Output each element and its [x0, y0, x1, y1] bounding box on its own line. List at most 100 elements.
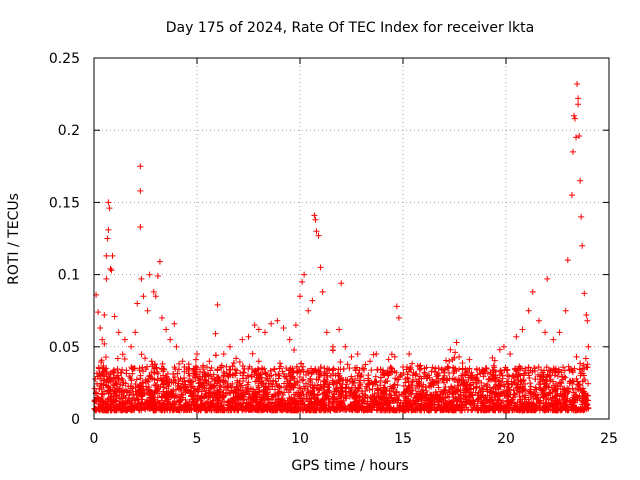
data-point [210, 383, 217, 390]
data-point [473, 384, 480, 391]
data-point [329, 343, 336, 350]
data-point [447, 346, 454, 353]
data-point [308, 399, 315, 406]
data-point [465, 372, 472, 379]
data-point [404, 374, 411, 381]
data-point [235, 407, 242, 414]
data-point [161, 407, 168, 414]
y-tick-label: 0.05 [49, 340, 80, 356]
data-point [105, 389, 112, 396]
data-point [517, 396, 524, 403]
data-point [327, 407, 334, 414]
data-point [94, 380, 101, 387]
data-point [171, 394, 178, 401]
data-point [556, 329, 563, 336]
data-point [251, 322, 258, 329]
data-point [500, 381, 507, 388]
data-point [395, 376, 402, 383]
data-point [276, 384, 283, 391]
data-point [487, 398, 494, 405]
data-point [296, 392, 303, 399]
data-point [174, 370, 181, 377]
data-point [382, 407, 389, 414]
data-point [283, 404, 290, 411]
data-point [290, 384, 297, 391]
data-point [320, 405, 327, 412]
data-point [99, 391, 106, 398]
data-point [311, 391, 318, 398]
data-point [348, 386, 355, 393]
x-axis-label: GPS time / hours [291, 458, 408, 474]
data-point [397, 371, 404, 378]
data-point [106, 375, 113, 382]
data-point [501, 392, 508, 399]
data-point [164, 370, 171, 377]
data-point [352, 367, 359, 374]
data-point [147, 374, 154, 381]
data-point [500, 343, 507, 350]
data-point [154, 273, 161, 280]
data-point [377, 374, 384, 381]
data-point [121, 356, 128, 363]
data-point [531, 367, 538, 374]
data-point [370, 351, 377, 358]
data-point [325, 395, 332, 402]
data-point [154, 375, 161, 382]
data-point [194, 351, 200, 358]
data-point [338, 385, 345, 392]
data-point [473, 365, 480, 372]
data-point [151, 403, 158, 410]
data-point [274, 317, 281, 324]
data-point [451, 368, 458, 375]
data-point [200, 362, 207, 369]
data-point [423, 395, 430, 402]
data-point [255, 382, 262, 389]
data-point [579, 365, 586, 372]
data-point [461, 380, 468, 387]
data-point [190, 365, 197, 372]
data-point [128, 401, 135, 408]
data-point [417, 365, 424, 372]
data-point [176, 397, 183, 404]
data-point [292, 399, 299, 406]
data-point [297, 385, 304, 392]
data-point [535, 363, 542, 370]
data-point [526, 399, 533, 406]
data-point [305, 398, 312, 405]
data-point [245, 365, 252, 372]
data-point [348, 406, 355, 413]
data-point [565, 363, 572, 370]
data-point [155, 385, 162, 392]
data-point [516, 407, 523, 414]
data-point [554, 391, 561, 398]
data-point [151, 361, 158, 368]
y-tick-label: 0.1 [58, 268, 80, 284]
data-point [570, 112, 577, 119]
data-point [237, 382, 244, 389]
data-point [279, 392, 286, 399]
data-point [245, 333, 252, 340]
data-point [291, 346, 298, 353]
data-point [186, 390, 193, 397]
data-point [196, 383, 203, 390]
data-point [244, 372, 251, 379]
data-point [498, 390, 505, 397]
data-point [512, 391, 519, 398]
data-point [248, 373, 255, 380]
data-point [485, 404, 492, 411]
data-point [502, 404, 509, 411]
data-point [159, 378, 166, 385]
data-point [364, 400, 371, 407]
data-point [104, 235, 111, 242]
data-point [207, 367, 214, 374]
data-point [138, 275, 145, 282]
data-point [435, 384, 442, 391]
data-point [179, 392, 186, 399]
data-point [482, 406, 489, 413]
data-point [474, 396, 481, 403]
data-point [204, 380, 211, 387]
data-point [208, 364, 215, 371]
data-point [152, 293, 159, 300]
data-point [181, 402, 188, 409]
